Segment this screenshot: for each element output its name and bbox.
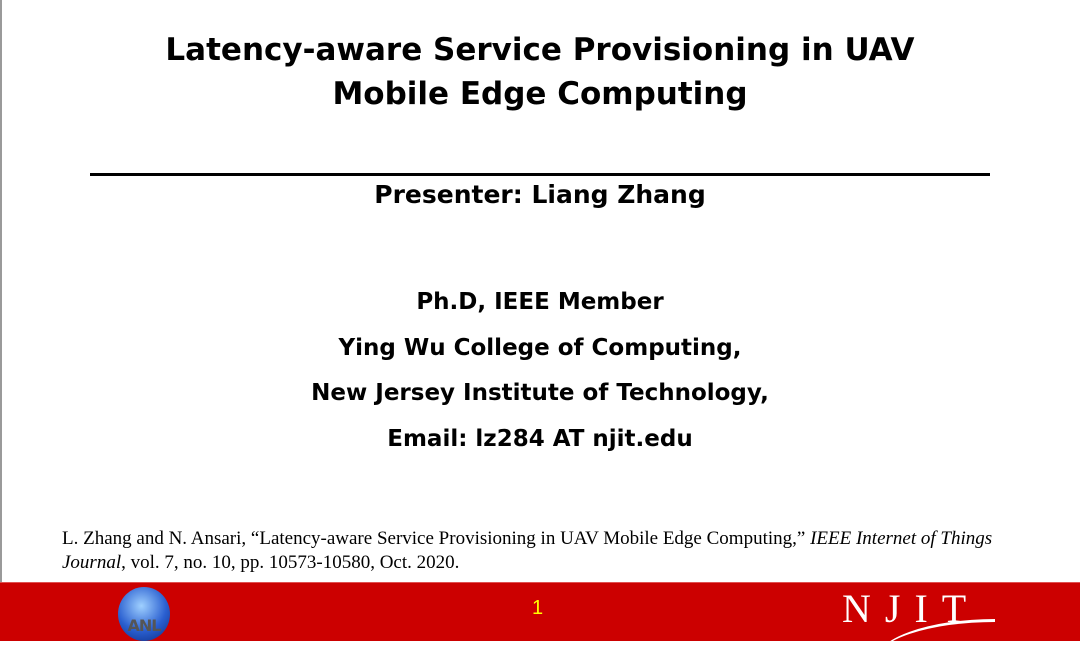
title-line-2: Mobile Edge Computing — [332, 76, 748, 112]
presenter: Presenter: Liang Zhang — [374, 180, 706, 209]
page-number: 1 — [532, 597, 544, 619]
anl-logo-text: ANL — [127, 616, 162, 635]
slide-left-border — [0, 0, 2, 582]
title-line-1: Latency-aware Service Provisioning in UA… — [165, 32, 915, 68]
footer-bar: ANL 1 NJIT — [0, 582, 1080, 641]
title-divider — [90, 173, 990, 176]
slide-title: Latency-aware Service Provisioning in UA… — [0, 28, 1080, 116]
citation-prefix: L. Zhang and N. Ansari, “Latency-aware S… — [62, 528, 811, 549]
citation: L. Zhang and N. Ansari, “Latency-aware S… — [62, 527, 1052, 575]
anl-logo: ANL — [118, 587, 170, 641]
affiliation-line: New Jersey Institute of Technology, — [311, 380, 769, 406]
affiliation-line: Ying Wu College of Computing, — [338, 334, 742, 361]
citation-journal: IEEE Internet of Things Journal — [62, 528, 993, 573]
citation-suffix: , vol. 7, no. 10, pp. 10573-10580, Oct. … — [121, 552, 460, 573]
affiliation-block: Ph.D, IEEE Member Ying Wu College of Com… — [0, 280, 1080, 462]
affiliation-line: Ph.D, IEEE Member — [416, 289, 664, 315]
affiliation-line: Email: lz284 AT njit.edu — [387, 425, 693, 452]
